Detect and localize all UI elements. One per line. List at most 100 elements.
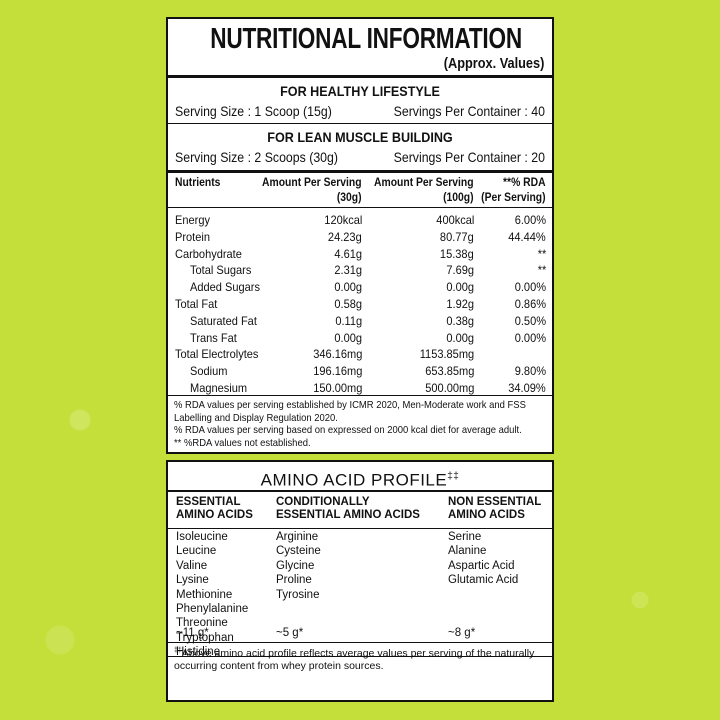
amino-item: Serine — [448, 531, 482, 543]
heading-line: ESSENTIAL AMINO ACIDS — [276, 509, 420, 521]
divider — [168, 642, 552, 643]
table-body: Energy 120kcal 400kcal 6.00% Protein 24.23g 80… — [168, 208, 552, 396]
nutrient-name: Trans Fat — [190, 330, 237, 345]
nutrient-value: 9.80% — [514, 364, 546, 379]
nutrient-value: 500.00mg — [424, 380, 474, 395]
heading-line: CONDITIONALLY — [276, 496, 370, 508]
amino-item: Leucine — [176, 545, 217, 558]
header-line: (Per Serving) — [481, 192, 546, 204]
nutrient-value: 346.16mg — [312, 347, 362, 362]
servings-per-container: Servings Per Container : 20 — [393, 149, 545, 165]
amino-item: Proline — [276, 574, 312, 587]
table-row: Added Sugars 0.00g 0.00g 0.00% — [168, 279, 552, 296]
nutrient-value: 1153.85mg — [419, 347, 474, 362]
nutrient-value: 0.00g — [334, 330, 362, 345]
title: NUTRITIONAL INFORMATION — [210, 23, 522, 55]
nutrient-name: Carbohydrate — [175, 246, 242, 261]
heading-line: AMINO ACIDS — [176, 509, 253, 521]
table-row: Total Electrolytes 346.16mg 1153.85mg — [168, 346, 552, 363]
nutrient-value: 0.00% — [514, 330, 546, 345]
note: % RDA values per serving based on expres… — [174, 424, 522, 436]
header-line: (30g) — [337, 192, 362, 204]
nutrient-name: Total Electrolytes — [175, 347, 259, 362]
amino-panel: AMINO ACID PROFILE‡‡ ESSENTIAL AMINO ACID… — [166, 460, 554, 702]
nutrient-name: Magnesium — [190, 380, 248, 395]
nutrient-value: 2.31g — [334, 263, 362, 278]
nutrient-name: Total Sugars — [190, 263, 252, 278]
header-line: (100g) — [443, 192, 474, 204]
table-row: Magnesium 150.00mg 500.00mg 34.09% — [168, 380, 552, 397]
nutrient-value: ** — [537, 246, 546, 261]
nutrient-value: 1.92g — [446, 296, 474, 311]
note: ** %RDA values not established. — [174, 436, 311, 449]
amino-column: CONDITIONALLY ESSENTIAL AMINO ACIDS Argini… — [276, 492, 420, 602]
amino-item: Glutamic Acid — [448, 574, 519, 587]
nutrient-name: Added Sugars — [190, 280, 260, 295]
nutrient-value: 0.58g — [334, 296, 362, 311]
amino-item: Arginine — [276, 531, 319, 543]
amino-heading: ESSENTIAL AMINO ACIDS — [176, 492, 253, 526]
amino-item: Methionine — [176, 588, 233, 601]
amino-item: Lysine — [176, 574, 209, 587]
nutrient-value: ** — [537, 263, 546, 278]
amino-heading: NON ESSENTIAL AMINO ACIDS — [448, 492, 541, 526]
table-row: Carbohydrate 4.61g 15.38g ** — [168, 246, 552, 263]
serving-size: Serving Size : 1 Scoop (15g) — [175, 103, 332, 119]
nutrition-panel: NUTRITIONAL INFORMATION (Approx. Values)… — [166, 17, 554, 454]
column-header: **% RDA (Per Serving) — [482, 176, 546, 206]
amino-list: Arginine Cysteine Glycine Proline Tyrosine — [276, 526, 420, 602]
amino-heading: CONDITIONALLY ESSENTIAL AMINO ACIDS — [276, 492, 420, 526]
nutrient-value: 0.00g — [446, 330, 474, 345]
amino-total: ~8 g* — [448, 627, 476, 639]
nutrient-value: 400kcal — [435, 213, 474, 227]
amino-total: ~5 g* — [276, 627, 304, 639]
nutrient-name: Protein — [175, 229, 210, 244]
nutrient-name: Saturated Fat — [190, 313, 257, 328]
amino-item: Histidine — [176, 646, 221, 659]
amino-item: Aspartic Acid — [448, 559, 515, 572]
amino-item: Tryptophan — [176, 631, 234, 644]
nutrient-value: 0.86% — [514, 296, 546, 311]
title-block: NUTRITIONAL INFORMATION (Approx. Values) — [168, 19, 552, 78]
nutrient-value: 653.85mg — [424, 364, 474, 379]
nutrient-value: 0.00g — [334, 280, 362, 295]
serving-section: FOR HEALTHY LIFESTYLE Serving Size : 1 S… — [168, 78, 552, 124]
header-line: **% RDA — [503, 177, 546, 189]
nutrient-value: 24.23g — [328, 229, 362, 244]
heading-line: AMINO ACIDS — [448, 509, 525, 521]
amino-item: Valine — [176, 559, 208, 572]
amino-item: Isoleucine — [176, 531, 228, 543]
amino-column: ESSENTIAL AMINO ACIDS Isoleucine Leucine Val… — [176, 492, 253, 660]
serving-section: FOR LEAN MUSCLE BUILDING Serving Size : … — [168, 124, 552, 173]
amino-list: Isoleucine Leucine Valine Lysine Methionine P… — [176, 526, 253, 660]
table-row: Trans Fat 0.00g 0.00g 0.00% — [168, 330, 552, 347]
amino-item: Tyrosine — [276, 588, 320, 601]
amino-item: Threonine — [176, 617, 228, 630]
table-row: Protein 24.23g 80.77g 44.44% — [168, 229, 552, 246]
amino-footnote: ‡‡Above amino acid profile reflects aver… — [174, 645, 549, 672]
nutrient-value: 196.16mg — [312, 364, 362, 379]
amino-total: ~11 g* — [176, 627, 209, 639]
divider — [168, 528, 552, 529]
nutrient-value: 0.50% — [514, 313, 546, 328]
nutrient-value: 0.38g — [446, 313, 474, 328]
table-row: Energy 120kcal 400kcal 6.00% — [168, 212, 552, 229]
nutrient-value: 0.00% — [514, 280, 546, 295]
nutrient-value: 7.69g — [446, 263, 474, 278]
header-line: Amount Per Serving — [262, 177, 362, 189]
footnote-mark: ‡‡ — [174, 647, 182, 654]
nutrient-value: 80.77g — [440, 229, 474, 244]
amino-title: AMINO ACID PROFILE‡‡ — [168, 462, 552, 492]
note: % RDA values per serving established by … — [174, 399, 526, 424]
nutrient-value: 0.11g — [335, 313, 362, 328]
amino-item: Alanine — [448, 545, 487, 558]
amino-item: Cysteine — [276, 545, 321, 558]
header-line: Amount Per Serving — [374, 177, 474, 189]
subtitle: (Approx. Values) — [443, 55, 544, 72]
nutrient-name: Sodium — [190, 364, 228, 379]
table-header: Nutrients Amount Per Serving (30g) Amount P… — [168, 173, 552, 208]
column-header: Nutrients — [175, 176, 220, 191]
header-line: Nutrients — [175, 177, 221, 189]
amino-list: Serine Alanine Aspartic Acid Glutamic Acid — [448, 526, 541, 588]
